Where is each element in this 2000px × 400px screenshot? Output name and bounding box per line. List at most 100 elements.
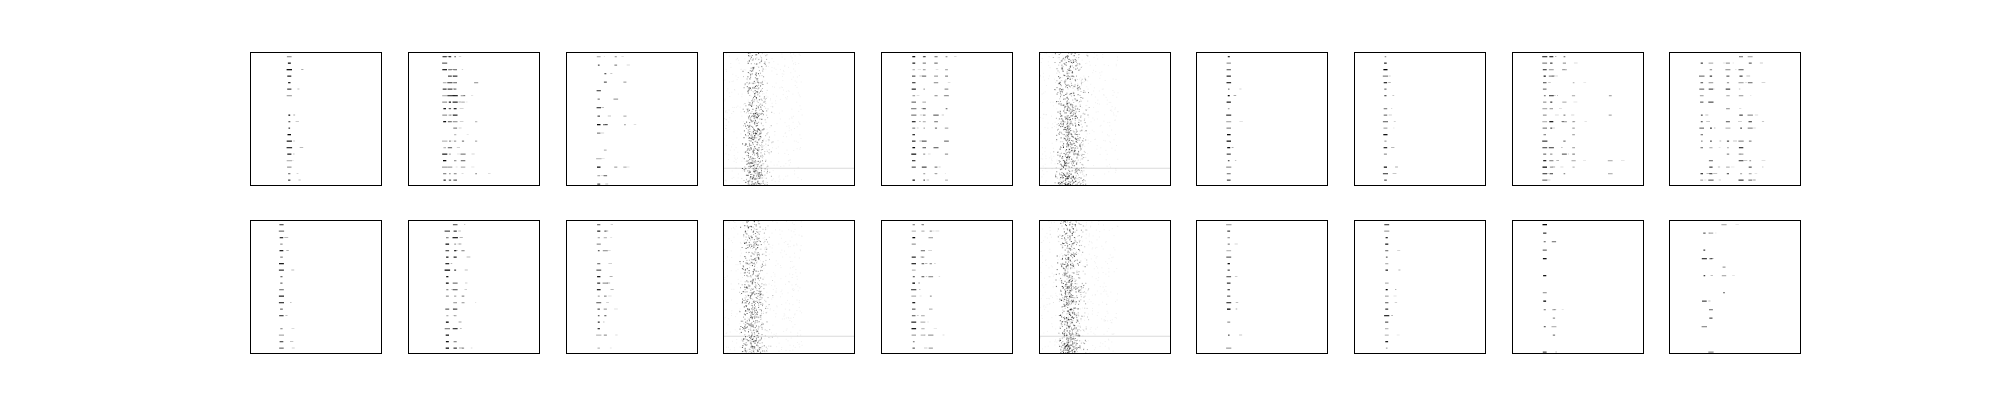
cell-mark: [1062, 332, 1064, 334]
cell-mark: [761, 286, 763, 287]
cell-mark: [1066, 126, 1068, 128]
cell-mark: [1070, 267, 1072, 269]
cell-mark: [1072, 352, 1074, 353]
cell-mark: [751, 345, 753, 346]
cell-mark: [1061, 282, 1063, 284]
cell-mark: [1549, 108, 1553, 110]
cell-mark: [1070, 109, 1072, 111]
cell-mark: [756, 174, 758, 176]
cell-mark: [751, 115, 753, 117]
cell-mark: [457, 153, 460, 155]
cell-mark: [760, 106, 762, 108]
cell-mark: [912, 69, 915, 71]
cell-mark: [1085, 328, 1087, 330]
cell-mark: [752, 245, 754, 247]
cell-mark: [1068, 128, 1070, 130]
cell-mark: [764, 61, 766, 63]
cell-mark: [1061, 245, 1063, 247]
cell-mark: [1076, 172, 1078, 174]
cell-mark: [791, 261, 793, 262]
cell-mark: [731, 146, 732, 148]
cell-mark: [1067, 293, 1069, 295]
cell-mark: [756, 170, 758, 172]
cell-mark: [1074, 98, 1076, 100]
cell-mark: [1077, 117, 1078, 119]
cell-mark: [1065, 172, 1067, 174]
cell-mark: [1089, 64, 1091, 66]
cell-mark: [760, 173, 762, 175]
cell-mark: [1065, 79, 1067, 81]
cell-mark: [1081, 236, 1082, 238]
cell-mark: [754, 184, 756, 185]
cell-mark: [743, 302, 745, 304]
cell-mark: [1709, 75, 1713, 77]
cell-mark: [750, 225, 752, 227]
cell-mark: [751, 322, 753, 324]
cell-mark: [1066, 243, 1068, 244]
cell-mark: [764, 63, 766, 65]
cell-mark: [1066, 345, 1068, 346]
cell-mark: [785, 338, 787, 340]
cell-mark: [745, 69, 747, 71]
cell-mark: [747, 247, 749, 249]
cell-mark: [1047, 310, 1049, 312]
cell-mark: [1083, 140, 1085, 142]
axes-frame: [881, 220, 1013, 354]
cell-mark: [758, 134, 760, 136]
cell-mark: [1077, 156, 1079, 158]
cell-mark: [1074, 312, 1076, 314]
cell-mark: [787, 246, 789, 248]
cell-mark: [921, 315, 925, 317]
cell-mark: [750, 313, 752, 315]
cell-mark: [934, 263, 936, 264]
cell-mark: [1069, 338, 1071, 340]
cell-mark: [786, 136, 788, 138]
panel-r0-c6: [1196, 52, 1328, 186]
cell-mark: [1111, 106, 1113, 108]
cell-mark: [1065, 162, 1067, 164]
cell-mark: [765, 159, 767, 161]
cell-mark: [1078, 65, 1080, 67]
cell-mark: [1068, 181, 1070, 183]
cell-mark: [741, 115, 743, 117]
cell-mark: [1063, 167, 1064, 168]
cell-mark: [596, 269, 602, 271]
cell-mark: [1069, 279, 1070, 281]
cell-mark: [761, 283, 763, 285]
cell-mark: [1067, 77, 1069, 79]
cell-mark: [762, 312, 764, 314]
cell-mark: [771, 141, 773, 143]
cell-mark: [1078, 289, 1080, 291]
cell-mark: [1073, 176, 1074, 178]
cell-mark: [1383, 114, 1388, 116]
cell-mark: [1065, 61, 1066, 63]
cell-mark: [1067, 118, 1069, 120]
cell-mark: [911, 114, 917, 116]
cell-mark: [752, 178, 754, 180]
cell-mark: [1060, 290, 1062, 292]
cell-mark: [1063, 272, 1065, 274]
cell-mark: [764, 98, 766, 100]
cell-mark: [764, 247, 766, 249]
cell-mark: [603, 149, 607, 151]
cell-mark: [764, 338, 766, 340]
cell-mark: [1105, 261, 1107, 263]
cell-mark: [768, 149, 770, 151]
axes-frame: [1196, 52, 1328, 186]
cell-mark: [774, 281, 776, 283]
cell-mark: [1067, 348, 1069, 350]
cell-mark: [792, 290, 794, 291]
cell-mark: [756, 144, 758, 146]
cell-mark: [928, 347, 933, 349]
cell-mark: [1072, 231, 1074, 233]
cell-mark: [747, 299, 749, 301]
cell-mark: [1709, 69, 1713, 71]
cell-mark: [763, 97, 765, 99]
cell-mark: [929, 263, 932, 265]
cell-mark: [1065, 290, 1067, 292]
cell-mark: [767, 170, 768, 172]
cell-mark: [789, 240, 791, 242]
cell-mark: [1072, 99, 1074, 101]
cell-mark: [1076, 347, 1078, 349]
cell-mark: [1075, 177, 1077, 179]
